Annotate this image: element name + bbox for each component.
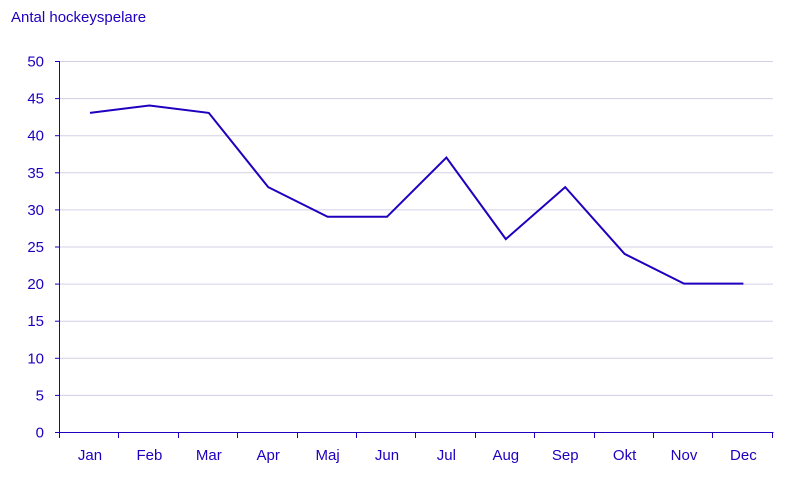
series <box>89 104 744 285</box>
y-tick-label: 35 <box>27 165 44 182</box>
y-axis-title: Antal hockeyspelare <box>11 9 146 26</box>
y-ticks: 0 5 10 15 20 25 30 35 40 45 50 <box>27 54 59 442</box>
x-tick-label: Jun <box>375 447 399 464</box>
x-tick-label: Aug <box>492 447 519 464</box>
y-tick-label: 25 <box>27 239 44 256</box>
series-line <box>89 104 744 285</box>
x-tick-label: Jul <box>437 447 456 464</box>
x-tick-label: Apr <box>257 447 280 464</box>
x-tick-label: Feb <box>136 447 162 464</box>
y-tick-label: 5 <box>36 387 44 404</box>
x-tick-label: Dec <box>730 447 757 464</box>
x-ticks: Jan Feb Mar Apr Maj Jun Jul Aug Sep Okt Nov Dec <box>59 432 773 464</box>
y-tick-label: 45 <box>27 91 44 108</box>
x-tick-label: Okt <box>613 447 637 464</box>
y-tick-label: 50 <box>27 54 44 71</box>
y-tick-label: 20 <box>27 276 44 293</box>
x-tick-label: Jan <box>78 447 102 464</box>
x-tick-label: Maj <box>316 447 340 464</box>
y-tick-label: 40 <box>27 128 44 145</box>
y-tick-label: 30 <box>27 202 44 219</box>
x-tick-label: Nov <box>671 447 698 464</box>
x-tick-label: Mar <box>196 447 222 464</box>
y-tick-label: 0 <box>36 425 44 442</box>
y-tick-label: 15 <box>27 313 44 330</box>
x-tick-label: Sep <box>552 447 579 464</box>
y-tick-label: 10 <box>27 350 44 367</box>
gridlines <box>59 61 773 396</box>
